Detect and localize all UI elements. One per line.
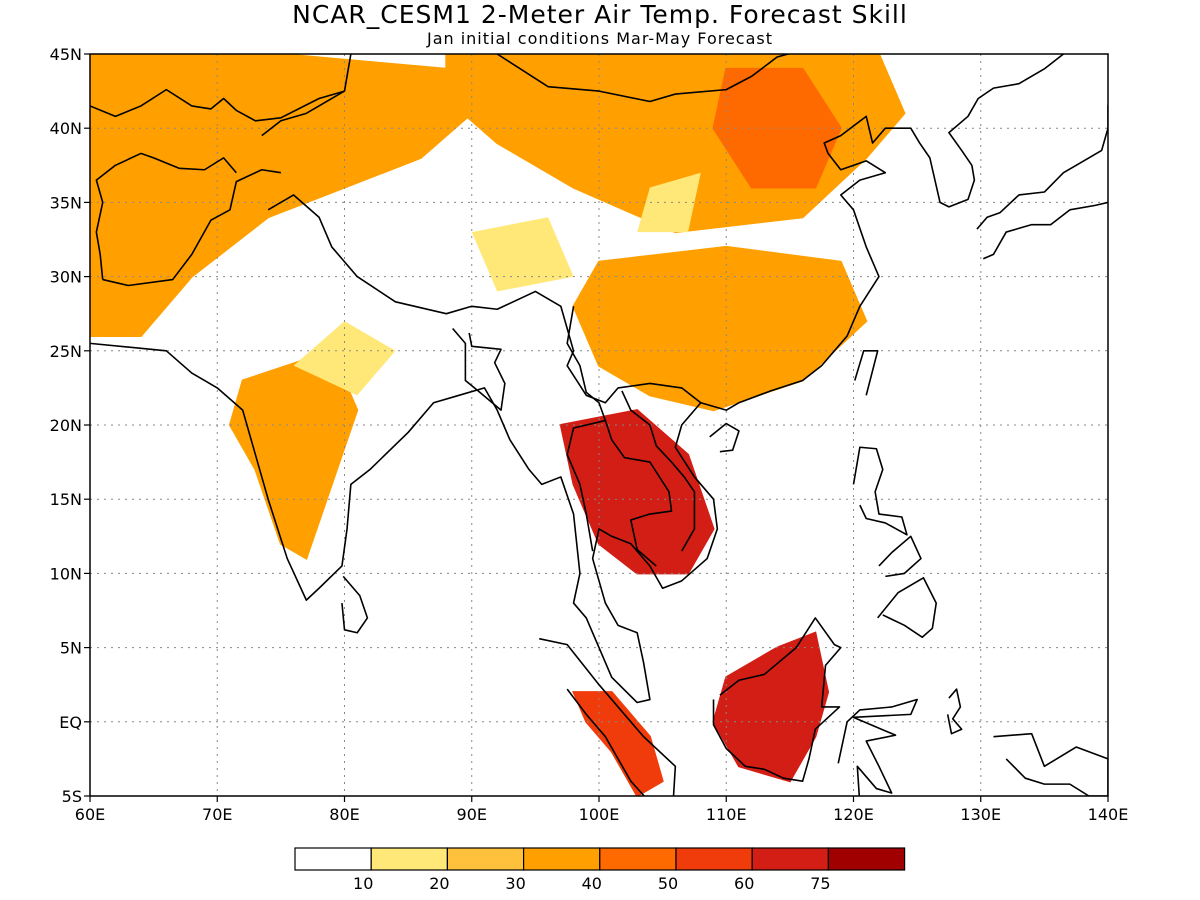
lon-tick-label: 110E bbox=[706, 805, 747, 824]
lon-tick-label: 90E bbox=[457, 805, 487, 824]
legend-label: 20 bbox=[429, 874, 449, 893]
skill-patch bbox=[293, 321, 396, 396]
lat-tick-label: 30N bbox=[50, 268, 82, 287]
skill-region-sumatra bbox=[572, 691, 664, 796]
legend-label: 75 bbox=[810, 874, 830, 893]
lon-tick-label: 140E bbox=[1088, 805, 1129, 824]
coastline-india-china-border bbox=[267, 194, 702, 404]
lon-tick-label: 100E bbox=[579, 805, 620, 824]
lat-tick-label: 15N bbox=[50, 490, 82, 509]
coastline-visayas bbox=[878, 535, 922, 578]
skill-region-borneo bbox=[712, 631, 830, 783]
lat-tick-label: 5S bbox=[62, 787, 82, 806]
legend-swatch bbox=[522, 847, 601, 871]
coastline-borneo bbox=[712, 617, 842, 782]
coastline-taiwan bbox=[854, 349, 879, 396]
axis-ticks: 60E 70E 80E 90E 100E 110E 120E 130E 140E 45N 40N 35… bbox=[50, 45, 1129, 824]
lat-tick-label: EQ bbox=[59, 713, 82, 732]
legend-swatch bbox=[675, 847, 753, 871]
lat-tick-label: 10N bbox=[50, 564, 82, 583]
coastline-hainan bbox=[709, 422, 740, 453]
lon-tick-label: 80E bbox=[329, 805, 359, 824]
skill-region-south-china bbox=[572, 245, 868, 412]
lat-tick-label: 20N bbox=[50, 416, 82, 435]
lon-tick-label: 120E bbox=[833, 805, 874, 824]
lat-tick-label: 5N bbox=[60, 639, 82, 658]
map-title: NCAR_CESM1 2-Meter Air Temp. Forecast Sk… bbox=[292, 0, 908, 29]
lon-tick-label: 130E bbox=[960, 805, 1001, 824]
skill-shading-layer bbox=[90, 54, 906, 796]
legend-label: 30 bbox=[505, 874, 525, 893]
coastline-mongolia-border bbox=[496, 54, 792, 103]
color-legend: 10 20 30 40 50 60 75 bbox=[294, 847, 906, 893]
coastline-luzon bbox=[852, 446, 908, 536]
coastline-iran-afghan-border bbox=[95, 152, 237, 280]
coastline-west-coast bbox=[90, 54, 1064, 704]
legend-swatch bbox=[827, 847, 906, 871]
coastline-kyushu-honshu bbox=[976, 105, 1108, 260]
lat-tick-label: 40N bbox=[50, 119, 82, 138]
skill-patch bbox=[471, 217, 574, 292]
coastline-layer bbox=[90, 54, 1108, 796]
legend-label: 50 bbox=[658, 874, 678, 893]
coastline-hokkaido bbox=[1107, 103, 1108, 106]
lat-tick-label: 45N bbox=[50, 45, 82, 64]
legend-swatch bbox=[370, 847, 449, 871]
coastline-halmahera bbox=[946, 688, 963, 735]
legend-label: 40 bbox=[582, 874, 602, 893]
coastline-thai-laos-cambodia bbox=[604, 420, 673, 567]
coastline-mindanao bbox=[877, 577, 938, 639]
map-subtitle: Jan initial conditions Mar-May Forecast bbox=[426, 29, 774, 48]
legend-label: 60 bbox=[734, 874, 754, 893]
legend-swatch bbox=[751, 847, 830, 871]
coastline-laos-vietnam bbox=[621, 390, 696, 552]
coastline-new-guinea bbox=[993, 732, 1108, 796]
legend-swatch bbox=[294, 847, 372, 871]
lon-tick-label: 60E bbox=[75, 805, 105, 824]
lon-tick-label: 70E bbox=[202, 805, 232, 824]
graticule bbox=[90, 54, 1108, 796]
coastline-sulawesi bbox=[837, 698, 918, 796]
skill-region-central-asia bbox=[90, 54, 474, 337]
coastline-sri-lanka bbox=[341, 575, 369, 634]
coastline-sumatra bbox=[539, 637, 677, 796]
legend-label: 10 bbox=[353, 874, 373, 893]
lat-tick-label: 35N bbox=[50, 193, 82, 212]
legend-swatch bbox=[599, 847, 677, 871]
coastline-west-china-border bbox=[261, 54, 352, 137]
coastline-bangladesh bbox=[452, 328, 506, 411]
skill-patch bbox=[637, 172, 701, 233]
legend-swatch bbox=[446, 847, 525, 871]
coastline-pakistan-afghan-border bbox=[102, 168, 281, 287]
coastline-kazakh-border bbox=[90, 88, 345, 122]
lat-tick-label: 25N bbox=[50, 342, 82, 361]
